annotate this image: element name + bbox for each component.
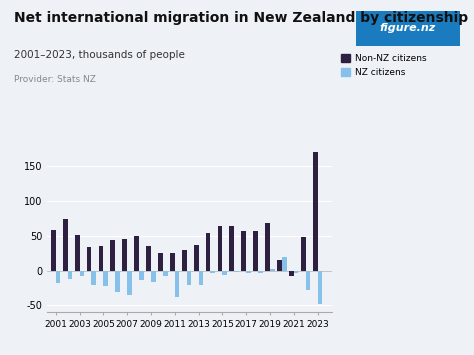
Bar bbox=[115, 271, 120, 291]
Bar bbox=[139, 271, 144, 280]
Bar bbox=[158, 253, 163, 271]
Bar bbox=[175, 271, 180, 297]
Bar bbox=[270, 269, 274, 271]
Bar bbox=[99, 246, 103, 271]
Legend: Non-NZ citizens, NZ citizens: Non-NZ citizens, NZ citizens bbox=[341, 54, 426, 77]
Bar bbox=[163, 271, 168, 276]
Bar bbox=[253, 231, 258, 271]
Bar bbox=[294, 271, 299, 273]
Bar bbox=[234, 271, 239, 272]
Bar bbox=[51, 230, 56, 271]
Text: figure.nz: figure.nz bbox=[380, 23, 436, 33]
Bar bbox=[182, 250, 187, 271]
Bar bbox=[282, 257, 287, 271]
Bar bbox=[229, 226, 234, 271]
Bar bbox=[199, 271, 203, 285]
Bar bbox=[80, 271, 84, 276]
Bar bbox=[241, 231, 246, 271]
Bar bbox=[63, 219, 68, 271]
Bar bbox=[210, 271, 215, 273]
Bar bbox=[170, 253, 175, 271]
Bar bbox=[222, 271, 227, 275]
Bar bbox=[103, 271, 108, 286]
Bar bbox=[146, 246, 151, 271]
Text: 2001–2023, thousands of people: 2001–2023, thousands of people bbox=[14, 50, 185, 60]
Bar bbox=[313, 152, 318, 271]
Bar bbox=[246, 271, 251, 273]
Text: Net international migration in New Zealand by citizenship: Net international migration in New Zeala… bbox=[14, 11, 468, 24]
Bar bbox=[56, 271, 61, 283]
Bar bbox=[122, 239, 127, 271]
Bar bbox=[68, 271, 73, 279]
Bar bbox=[206, 233, 210, 271]
Bar bbox=[265, 223, 270, 271]
Bar bbox=[318, 271, 322, 304]
Bar bbox=[110, 240, 115, 271]
Bar bbox=[258, 271, 263, 273]
Bar bbox=[134, 236, 139, 271]
Bar bbox=[277, 260, 282, 271]
Bar bbox=[91, 271, 96, 285]
Text: Provider: Stats NZ: Provider: Stats NZ bbox=[14, 75, 96, 83]
Bar bbox=[194, 245, 199, 271]
Bar bbox=[187, 271, 191, 285]
Bar bbox=[306, 271, 310, 290]
Bar bbox=[87, 247, 91, 271]
Bar bbox=[127, 271, 132, 295]
Bar bbox=[301, 236, 306, 271]
Bar bbox=[75, 235, 80, 271]
Bar bbox=[289, 271, 294, 276]
Bar bbox=[218, 226, 222, 271]
Bar bbox=[151, 271, 155, 282]
